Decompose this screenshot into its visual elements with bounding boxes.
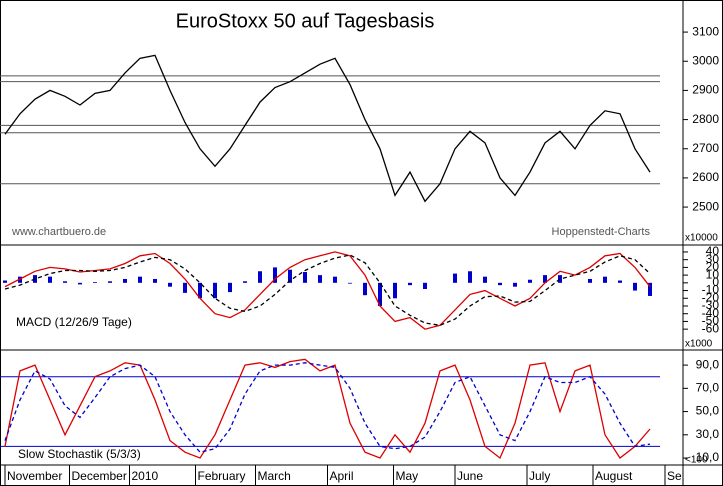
histogram-bar [423, 282, 427, 290]
histogram-bar [618, 280, 622, 283]
histogram-bar [453, 273, 457, 283]
y-tick-label: 3100 [692, 24, 719, 38]
histogram-bar [513, 282, 517, 287]
x-tick-label: May [396, 469, 419, 483]
chart-title: EuroStoxx 50 auf Tagesbasis [176, 10, 435, 32]
histogram-bar [543, 275, 547, 283]
y-tick-label: 2600 [692, 170, 719, 184]
histogram-bar [3, 280, 7, 283]
histogram-bar [348, 282, 352, 284]
x-tick-label: November [7, 469, 62, 483]
histogram-bar [183, 282, 187, 293]
histogram-bar [198, 282, 202, 299]
y-tick-label: 50,0 [696, 404, 720, 418]
source-label: Hoppenstedt-Charts [552, 226, 651, 238]
y-tick-label: -50 [702, 314, 720, 328]
histogram-bar [153, 278, 157, 283]
series-line [4, 254, 651, 326]
y-tick-label: -60 [702, 321, 720, 335]
histogram-bar [123, 278, 127, 283]
histogram-bar [408, 282, 412, 286]
histogram-bar [498, 282, 502, 286]
y-tick-label: 90,0 [696, 357, 720, 371]
histogram-bar [318, 275, 322, 283]
x-tick-label: March [258, 469, 291, 483]
series-line [4, 54, 651, 203]
histogram-bar [108, 281, 112, 283]
note: <100 [685, 455, 708, 466]
y-tick-label: 2700 [692, 141, 719, 155]
histogram-bar [228, 282, 232, 293]
unit-label: x1000 [685, 339, 713, 350]
histogram-bar [633, 282, 637, 291]
histogram-bar [333, 276, 337, 283]
unit-label: x10000 [685, 233, 718, 244]
histogram-bar [468, 271, 472, 283]
histogram-bar [243, 281, 247, 283]
x-tick-label: February [198, 469, 246, 483]
histogram-bar [258, 271, 262, 283]
histogram-bar [303, 272, 307, 283]
histogram-bar [378, 282, 382, 306]
y-tick-label: 0 [712, 275, 719, 289]
x-tick-label: April [330, 469, 354, 483]
histogram-bar [213, 282, 217, 299]
x-tick-label: December [72, 469, 127, 483]
y-tick-label: -20 [702, 290, 720, 304]
histogram-bar [63, 281, 67, 283]
histogram-bar [93, 282, 97, 283]
histogram-bar [648, 282, 652, 296]
histogram-bar [483, 276, 487, 283]
y-tick-label: 10,0 [696, 450, 720, 464]
y-tick-label: 2800 [692, 112, 719, 126]
x-tick-label: August [595, 469, 633, 483]
x-tick-label: July [529, 469, 550, 483]
y-tick-label: 40 [706, 244, 720, 258]
y-tick-label: 2900 [692, 83, 719, 97]
y-tick-label: -40 [702, 306, 720, 320]
histogram-bar [138, 276, 142, 283]
histogram-bar [48, 276, 52, 283]
series-line [4, 251, 651, 330]
y-tick-label: 30 [706, 252, 720, 266]
histogram-bar [588, 278, 592, 283]
series-line [4, 362, 651, 453]
histogram-bar [18, 276, 22, 283]
series-line [4, 358, 651, 460]
histogram-bar [168, 282, 172, 287]
y-tick-label: 20 [706, 260, 720, 274]
x-tick-label: June [457, 469, 483, 483]
histogram-bar [273, 267, 277, 283]
histogram-bar [603, 276, 607, 283]
y-tick-label: 70,0 [696, 381, 720, 395]
x-tick-label: Se [667, 469, 682, 483]
histogram-bar [393, 282, 397, 299]
indicator-label: Slow Stochastik (5/3/3) [18, 447, 141, 461]
y-tick-label: 2500 [692, 199, 719, 213]
y-tick-label: -30 [702, 298, 720, 312]
histogram-bar [528, 279, 532, 283]
indicator-label: MACD (12/26/9 Tage) [16, 315, 132, 329]
source-label: www.chartbuero.de [11, 226, 106, 238]
y-tick-label: -10 [702, 283, 720, 297]
histogram-bar [363, 282, 367, 296]
y-tick-label: 3000 [692, 53, 719, 67]
y-tick-label: 30,0 [696, 427, 720, 441]
y-tick-label: 10 [706, 267, 720, 281]
histogram-bar [78, 282, 82, 285]
x-tick-label: 2010 [132, 469, 159, 483]
histogram-bar [288, 269, 292, 283]
